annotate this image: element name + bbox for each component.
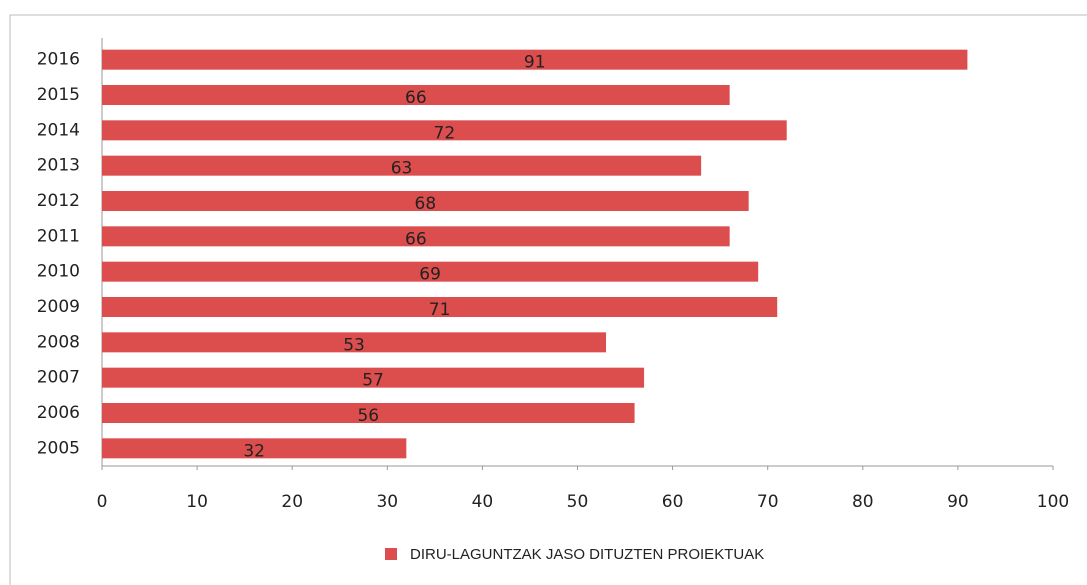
- bar: [102, 367, 645, 388]
- bar: [102, 120, 787, 141]
- y-tick-label: 2010: [37, 262, 80, 282]
- data-label: 69: [419, 265, 441, 285]
- y-tick-label: 2011: [37, 226, 80, 246]
- x-tick-label: 50: [567, 492, 589, 512]
- x-tick-label: 100: [1037, 492, 1069, 512]
- x-tick-label: 30: [376, 492, 398, 512]
- y-tick-label: 2015: [37, 85, 80, 105]
- y-tick-label: 2008: [37, 332, 80, 352]
- data-label: 53: [343, 335, 365, 355]
- legend-label: DIRU-LAGUNTZAK JASO DITUZTEN PROIEKTUAK: [410, 546, 764, 563]
- y-tick-label: 2005: [37, 438, 80, 458]
- y-tick-label: 2014: [37, 120, 80, 140]
- bar: [102, 226, 730, 247]
- bar: [102, 155, 702, 176]
- y-tick-label: 2009: [37, 297, 80, 317]
- bar: [102, 85, 730, 105]
- bar: [102, 438, 407, 459]
- data-label: 91: [524, 53, 546, 73]
- frame: [9, 14, 1087, 585]
- x-tick-label: 70: [757, 492, 779, 512]
- data-label: 66: [405, 88, 427, 108]
- legend-swatch: [385, 548, 397, 560]
- x-tick-label: 40: [472, 492, 494, 512]
- data-label: 68: [415, 194, 437, 214]
- bar: [102, 261, 759, 282]
- data-label: 71: [429, 300, 451, 320]
- data-label: 32: [243, 441, 265, 461]
- y-tick-label: 2013: [37, 156, 80, 176]
- bar: [102, 297, 778, 317]
- data-label: 63: [391, 159, 413, 179]
- x-tick-label: 20: [281, 492, 303, 512]
- y-tick-label: 2016: [37, 50, 80, 70]
- x-tick-label: 60: [662, 492, 684, 512]
- x-tick-label: 80: [852, 492, 874, 512]
- x-tick-label: 90: [947, 492, 969, 512]
- y-tick-label: 2012: [37, 191, 80, 211]
- y-tick-label: 2006: [37, 403, 80, 423]
- x-tick-label: 10: [186, 492, 208, 512]
- data-label: 57: [362, 371, 384, 391]
- data-label: 72: [434, 123, 456, 143]
- bar: [102, 191, 749, 211]
- x-tick-label: 0: [97, 492, 108, 512]
- bar: [102, 403, 635, 423]
- bar: [102, 332, 607, 353]
- data-label: 66: [405, 229, 427, 249]
- data-label: 56: [357, 406, 379, 426]
- bar: [102, 49, 968, 70]
- y-tick-label: 2007: [37, 368, 80, 388]
